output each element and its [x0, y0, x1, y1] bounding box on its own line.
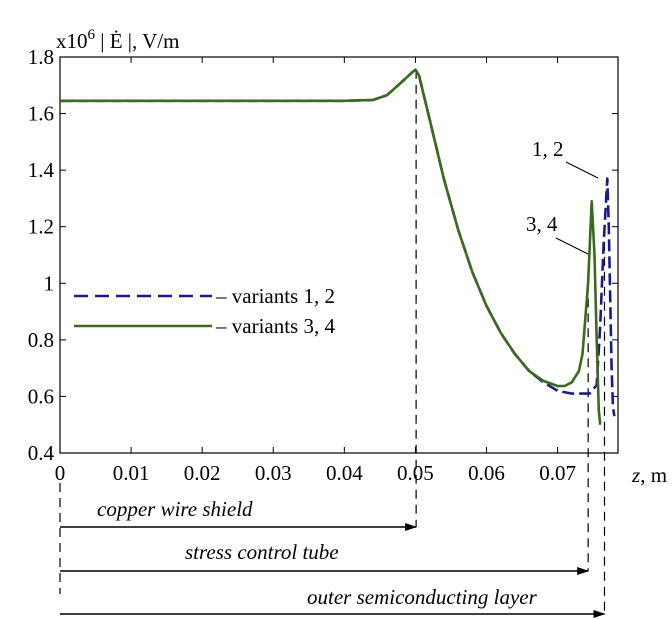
x-tick-label: 0.02: [184, 461, 221, 485]
x-tick-label: 0.01: [113, 461, 150, 485]
x-tick-label: 0.04: [326, 461, 363, 485]
x-tick-label: 0.07: [539, 461, 576, 485]
annotation-label-3-4: 3, 4: [526, 212, 558, 236]
y-axis-label-exponent: 6: [88, 27, 96, 43]
series-line-variants-3-4: [60, 68, 602, 425]
tick-layer: 0 0.01 0.02 0.03 0.04 0.05 0.06 0.07 0.4 0.6 0.8 1 1…: [28, 45, 618, 485]
y-axis-label-prefix: x10: [56, 29, 88, 53]
y-tick-label: 0.6: [28, 384, 54, 408]
y-tick-label: 0.4: [28, 441, 55, 465]
annotation-label-1-2: 1, 2: [532, 137, 564, 161]
y-tick-label: 0.8: [28, 328, 54, 352]
y-tick-label: 1.2: [28, 215, 54, 239]
annotation-leader-1-2: [565, 161, 599, 179]
curve-annotations: 1, 2 3, 4: [526, 137, 599, 255]
plot-frame: [59, 56, 619, 454]
annotation-leader-3-4: [555, 237, 589, 255]
x-tick-label: 0.06: [468, 461, 505, 485]
region-marker-layer: [59, 69, 606, 618]
y-tick-label: 1.4: [28, 158, 55, 182]
region-label-outer-semiconducting-layer: outer semiconducting layer: [307, 585, 538, 609]
x-tick-label: 0: [55, 461, 66, 485]
x-axis-label-unit: , m: [640, 463, 667, 487]
y-axis-label: x106 | Ė |, V/m: [56, 27, 179, 53]
legend: – variants 1, 2 – variants 3, 4: [74, 284, 335, 338]
legend-label-variants-1-2: – variants 1, 2: [215, 284, 335, 308]
x-tick-label: 0.03: [255, 461, 292, 485]
y-tick-label: 1: [44, 271, 55, 295]
y-axis-label-suffix: | Ė |, V/m: [95, 29, 179, 53]
y-tick-label: 1.8: [28, 45, 54, 69]
region-label-copper-wire-shield: copper wire shield: [97, 497, 253, 521]
series-layer: [60, 68, 616, 425]
series-line-variants-1-2: [60, 68, 616, 417]
region-label-stress-control-tube: stress control tube: [185, 540, 339, 564]
legend-label-variants-3-4: – variants 3, 4: [215, 314, 335, 338]
x-axis-label-var: z: [631, 463, 640, 487]
x-axis-label: z, m: [631, 463, 667, 487]
x-tick-label: 0.05: [397, 461, 434, 485]
y-tick-label: 1.6: [28, 102, 54, 126]
